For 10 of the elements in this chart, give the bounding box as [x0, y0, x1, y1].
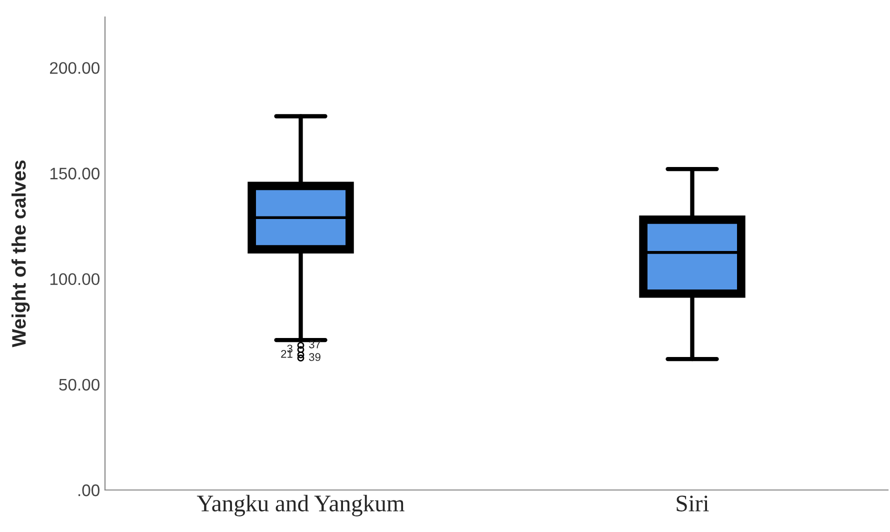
- y-tick-label: 200.00: [50, 62, 100, 74]
- y-axis-title: Weight of the calves: [12, 160, 30, 348]
- y-tick-label: 150.00: [50, 168, 100, 180]
- y-tick-label: 50.00: [59, 378, 100, 391]
- annotation: 39: [309, 353, 320, 362]
- y-tick-label: 100.00: [50, 273, 100, 286]
- x-tick-label: Yangku and Yangkum: [196, 494, 404, 516]
- x-tick-label: Siri: [676, 496, 709, 512]
- annotation: 37: [309, 340, 320, 348]
- y-tick-label: .00: [78, 484, 100, 496]
